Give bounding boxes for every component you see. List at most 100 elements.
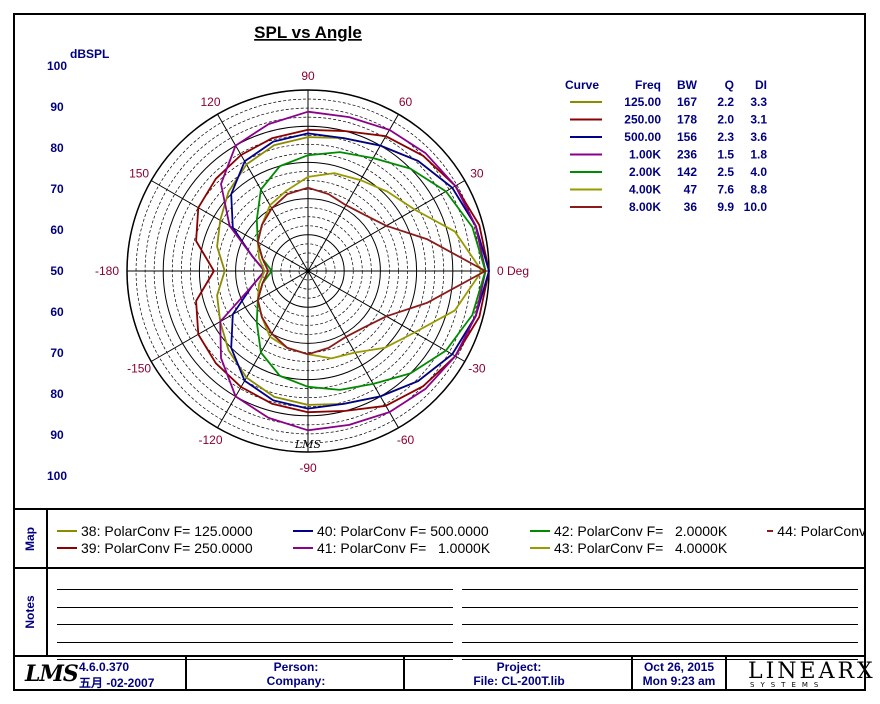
map-entry-text: 39: PolarConv F= 250.0000	[81, 540, 253, 556]
map-entry: 40: PolarConv F= 500.0000	[293, 523, 489, 539]
legend-q: 2.2	[717, 95, 734, 109]
polar-curve-5	[256, 172, 483, 360]
radial-tick-label: 60	[50, 305, 64, 319]
radial-tick-label: 60	[50, 223, 64, 237]
map-swatch	[293, 530, 313, 532]
brand-sub-text: SYSTEMS	[750, 681, 825, 689]
angle-label: 120	[200, 95, 220, 109]
note-line	[57, 641, 453, 643]
polar-curve-4	[255, 151, 487, 391]
angle-label: -90	[299, 461, 317, 475]
legend-q: 9.9	[717, 200, 734, 214]
map-entry: 39: PolarConv F= 250.0000	[57, 540, 253, 556]
grid-spoke	[150, 180, 466, 362]
notes-band	[13, 567, 866, 656]
legend-bw: 36	[684, 200, 698, 214]
radial-tick-label: 50	[50, 264, 64, 278]
note-line	[57, 606, 453, 608]
legend-bw: 167	[677, 95, 697, 109]
map-entry-text: 38: PolarConv F= 125.0000	[81, 523, 253, 539]
legend-q: 2.5	[717, 165, 734, 179]
map-entry: 43: PolarConv F= 4.0000K	[530, 540, 727, 556]
legend-q: 7.6	[717, 183, 734, 197]
chart-legend: Curve Freq BW Q DI 125.00 167 2.2 3.3 250.00 178 2.…	[565, 78, 767, 214]
linearx-logo: LINEARX SYSTEMS	[748, 659, 873, 691]
lms-logo: LMS	[25, 661, 79, 687]
footer-logo-cell: LMS	[13, 657, 79, 691]
company-label: Company:	[266, 674, 326, 688]
radial-tick-label: 70	[50, 182, 64, 196]
legend-di: 10.0	[744, 200, 768, 214]
note-line	[462, 659, 858, 660]
radial-tick-label: 90	[50, 428, 64, 442]
legend-header: BW	[677, 78, 698, 92]
footer: LMS 4.6.0.370 五月 -02-2007 Person: Compan…	[13, 655, 873, 691]
legend-di: 3.3	[750, 95, 767, 109]
polar-grid	[126, 89, 490, 453]
legend-q: 2.0	[717, 113, 734, 127]
legend-bw: 156	[677, 130, 697, 144]
legend-di: 4.0	[750, 165, 767, 179]
map-swatch	[530, 530, 550, 532]
radial-axis-label: dBSPL	[70, 47, 109, 61]
legend-freq: 125.00	[624, 95, 661, 109]
radial-tick-label: 90	[50, 100, 64, 114]
angle-label: -60	[397, 433, 415, 447]
project-label: Project:	[496, 660, 542, 674]
map-entry-text: 40: PolarConv F= 500.0000	[317, 523, 489, 539]
brand-text: LINEARX	[748, 659, 876, 684]
legend-freq: 500.00	[624, 130, 661, 144]
map-entry-text: 41: PolarConv F= 1.0000K	[317, 540, 491, 556]
legend-q: 2.3	[717, 130, 734, 144]
legend-freq: 8.00K	[629, 200, 661, 214]
angle-label: -30	[468, 362, 486, 376]
legend-bw: 178	[677, 113, 697, 127]
note-line	[462, 624, 858, 625]
footer-project-cell: Project: File: CL-200T.lib	[405, 657, 633, 691]
footer-version-cell: 4.6.0.370 五月 -02-2007	[75, 657, 187, 691]
legend-header: Q	[725, 78, 734, 92]
map-swatch	[530, 547, 550, 549]
note-line	[57, 624, 453, 625]
notes-label: Notes	[23, 595, 37, 629]
legend-freq: 250.00	[624, 113, 661, 127]
chart-title: SPL vs Angle	[254, 23, 362, 42]
map-entry: 41: PolarConv F= 1.0000K	[293, 540, 490, 556]
legend-di: 3.6	[750, 130, 767, 144]
date-text: Oct 26, 2015	[643, 660, 715, 674]
note-line	[57, 589, 453, 590]
legend-freq: 4.00K	[629, 183, 661, 197]
angle-label: -120	[198, 433, 222, 447]
note-line	[57, 659, 453, 660]
build-date-text: 五月 -02-2007	[79, 676, 155, 690]
legend-bw: 236	[677, 148, 697, 162]
note-line	[462, 641, 858, 643]
angle-label: 60	[399, 95, 413, 109]
polar-curve-1	[195, 128, 490, 414]
radial-tick-label: 80	[50, 141, 64, 155]
angle-label: -180	[95, 264, 119, 278]
angle-label: 90	[301, 69, 315, 83]
file-label: File: CL-200T.lib	[473, 674, 565, 688]
legend-header: DI	[755, 78, 767, 92]
map-entry: 42: PolarConv F= 2.0000K	[530, 523, 727, 539]
legend-header: Curve	[565, 78, 599, 92]
legend-di: 1.8	[750, 148, 767, 162]
angle-label: 0 Deg	[497, 264, 529, 278]
note-line	[462, 589, 858, 590]
angle-label: 30	[470, 167, 484, 181]
map-entry: 44: PolarConv	[767, 523, 866, 539]
lms-watermark: LMS	[294, 438, 322, 451]
polar-labels: SPL vs AngledBSPL10090807060506070809010…	[47, 23, 529, 483]
person-label: Person:	[273, 660, 319, 674]
footer-date-cell: Oct 26, 2015 Mon 9:23 am	[633, 657, 727, 691]
map-entry: 38: PolarConv F= 125.0000	[57, 523, 253, 539]
legend-header: Freq	[635, 78, 661, 92]
legend-freq: 2.00K	[629, 165, 661, 179]
radial-tick-label: 70	[50, 346, 64, 360]
map-entry-text: 44: PolarConv	[777, 523, 866, 539]
map-side-label: Map	[14, 510, 48, 568]
time-text: Mon 9:23 am	[642, 674, 716, 688]
angle-label: -150	[127, 362, 151, 376]
note-line	[462, 606, 858, 608]
